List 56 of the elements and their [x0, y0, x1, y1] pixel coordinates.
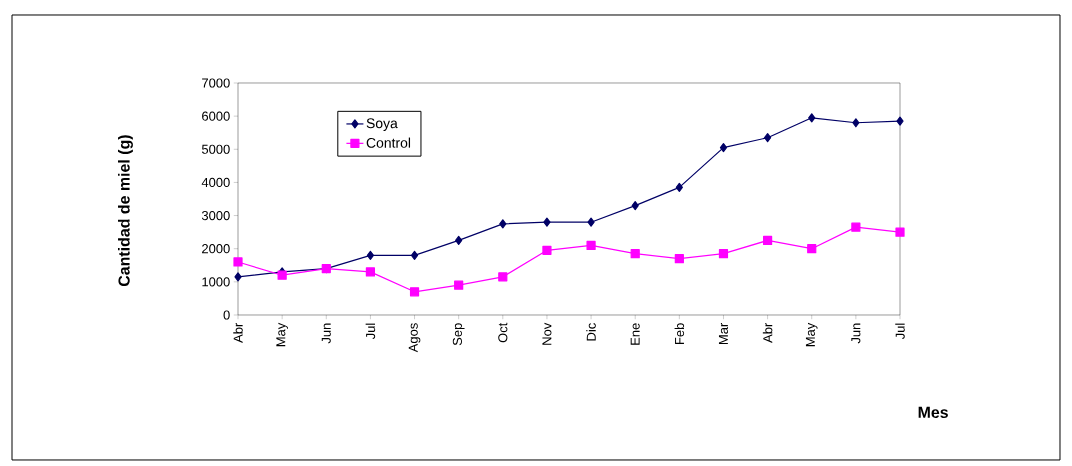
x-tick-label: Jun — [321, 323, 331, 344]
x-tick-label: Oct — [498, 322, 508, 343]
point — [366, 250, 375, 260]
point — [895, 227, 905, 237]
x-tick-label: Jun — [851, 323, 861, 344]
legend-label: Soya — [366, 118, 398, 131]
y-tick-label: 1000 — [202, 277, 230, 287]
point — [234, 272, 242, 282]
x-tick-label: May — [276, 322, 288, 347]
point — [896, 116, 904, 126]
point — [586, 240, 596, 250]
x-tick-label: Mar — [718, 322, 728, 344]
point — [543, 217, 551, 227]
y-axis-title: Cantidad de miel (g) — [118, 135, 133, 287]
x-tick-label: Jul — [365, 323, 376, 340]
x-tick-label: Feb — [674, 323, 685, 345]
y-tick-label: 7000 — [202, 78, 230, 88]
point — [587, 217, 595, 227]
x-tick-label: Sep — [452, 323, 465, 346]
point — [454, 280, 464, 290]
point — [498, 272, 508, 282]
x-tick-label: Nov — [542, 322, 552, 345]
point — [499, 219, 507, 229]
point — [852, 118, 860, 128]
point — [718, 249, 729, 259]
x-tick-label: May — [805, 322, 818, 347]
y-tick-label: 5000 — [201, 144, 230, 154]
y-tick-label: 3000 — [201, 210, 230, 221]
point — [674, 254, 684, 264]
y-tick-label: 4000 — [201, 177, 230, 187]
y-tick-label: 2000 — [202, 244, 230, 254]
y-tick-label: 6000 — [202, 111, 230, 121]
point — [631, 201, 639, 211]
point — [365, 267, 376, 277]
point — [455, 235, 463, 246]
x-tick-label: Abr — [762, 322, 773, 343]
x-tick-label: Dic — [586, 323, 596, 341]
point — [764, 133, 772, 143]
point — [233, 257, 243, 267]
point — [763, 235, 773, 246]
point — [675, 182, 683, 192]
x-tick-label: Ene — [630, 323, 640, 345]
point — [630, 249, 640, 259]
point — [410, 250, 419, 260]
point — [808, 113, 816, 123]
x-axis-title: Mes — [918, 406, 948, 418]
legend-label: Control — [366, 137, 411, 148]
x-tick-label: Agos — [408, 323, 421, 353]
y-tick-label: 0 — [223, 310, 230, 320]
point — [409, 287, 420, 297]
point — [851, 222, 861, 232]
x-tick-label: Abr — [233, 322, 243, 343]
x-tick-label: Jul — [895, 323, 905, 340]
point — [542, 245, 552, 255]
point — [807, 244, 817, 254]
point — [719, 143, 728, 153]
